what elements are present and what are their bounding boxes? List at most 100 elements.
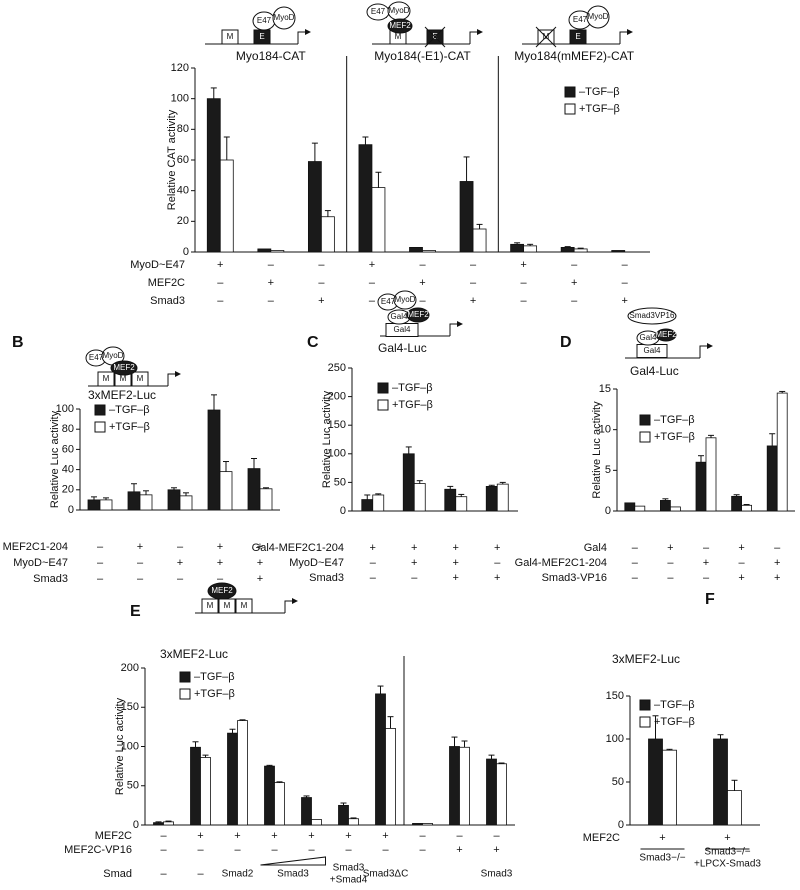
y-tick-label: 0 xyxy=(133,819,139,831)
row-value: – xyxy=(369,295,376,307)
bar xyxy=(190,746,201,826)
y-tick-label: 100 xyxy=(56,403,74,415)
row-value: + xyxy=(257,557,263,569)
row-value: + xyxy=(659,832,665,844)
bar xyxy=(153,822,164,826)
bar xyxy=(624,502,636,512)
row-value: – xyxy=(703,572,710,584)
y-tick-label: 40 xyxy=(177,185,189,197)
bar xyxy=(444,488,457,512)
diagram-label: E47 xyxy=(573,15,588,24)
bar xyxy=(301,797,312,826)
row-value: + xyxy=(177,557,183,569)
bar xyxy=(348,818,359,826)
row-value: – xyxy=(571,259,578,271)
bar xyxy=(660,500,671,512)
legend-label: –TGF–β xyxy=(654,414,695,426)
y-tick-label: 80 xyxy=(177,123,189,135)
y-tick-label: 100 xyxy=(121,740,139,752)
chart-title: Gal4-Luc xyxy=(378,341,427,355)
row-value: + xyxy=(369,259,375,271)
legend-swatch xyxy=(639,414,651,426)
bar xyxy=(422,250,436,253)
diagram-label: MyoD xyxy=(389,6,410,15)
bar xyxy=(259,488,273,511)
bar xyxy=(375,693,386,826)
bar xyxy=(412,823,423,826)
panel-letter: E xyxy=(130,603,141,620)
chart-title: 3xMEF2-Luc xyxy=(612,652,680,666)
chart-title: Gal4-Luc xyxy=(630,364,679,378)
y-tick-label: 0 xyxy=(340,505,346,517)
row-value: + xyxy=(197,830,203,842)
bar xyxy=(485,486,498,512)
row-value: + xyxy=(738,542,744,554)
bar xyxy=(257,248,272,253)
y-axis-label: Relative Luc activity xyxy=(321,390,333,488)
row-value: Smad2 xyxy=(222,869,254,880)
row-value: + xyxy=(774,557,780,569)
panel-letter: B xyxy=(12,334,24,351)
row-value: – xyxy=(97,557,104,569)
row-label: Smad3-VP16 xyxy=(542,572,607,584)
row-value: + xyxy=(738,572,744,584)
bar xyxy=(264,765,275,826)
legend-label: +TGF–β xyxy=(654,716,695,728)
bar xyxy=(307,161,322,253)
y-tick-label: 100 xyxy=(171,93,189,105)
range-label: Smad3 xyxy=(277,869,309,880)
bar xyxy=(472,228,487,253)
diagram-label: M xyxy=(224,601,231,610)
row-value: – xyxy=(494,557,501,569)
diagram-label: MyoD xyxy=(588,12,609,21)
legend-label: –TGF–β xyxy=(194,671,235,683)
y-tick-label: 200 xyxy=(121,662,139,674)
promoter-arrow xyxy=(167,371,181,386)
row-value: – xyxy=(197,844,204,856)
row-value: – xyxy=(419,259,426,271)
row-value: + xyxy=(494,542,500,554)
dose-triangle xyxy=(260,856,326,866)
row-value: – xyxy=(419,844,426,856)
row-value: – xyxy=(345,844,352,856)
row-value: + xyxy=(411,542,417,554)
legend-swatch xyxy=(564,86,576,98)
diagram-protein xyxy=(207,582,237,600)
row-value: – xyxy=(137,557,144,569)
row-value: – xyxy=(622,259,629,271)
bar xyxy=(163,821,174,826)
row-value: + xyxy=(667,542,673,554)
y-tick-label: 0 xyxy=(605,505,611,517)
bar xyxy=(648,738,663,826)
y-tick-label: 60 xyxy=(62,443,74,455)
row-label: Gal4 xyxy=(584,542,607,554)
diagram-label: M xyxy=(120,374,127,383)
diagram-label: M xyxy=(241,601,248,610)
legend-swatch xyxy=(639,431,651,443)
legend-swatch xyxy=(377,382,389,394)
diagram-label: MyoD xyxy=(103,351,124,360)
bar xyxy=(455,496,468,512)
row-value: + xyxy=(494,572,500,584)
row-value: + xyxy=(308,830,314,842)
bar xyxy=(486,758,497,826)
panel-letter: F xyxy=(705,591,715,608)
diagram-protein xyxy=(627,307,677,325)
row-label: MEF2C xyxy=(95,830,132,842)
diagram-label: Gal4 xyxy=(644,346,661,355)
diagram-protein xyxy=(586,5,610,29)
row-value: – xyxy=(97,573,104,585)
bar xyxy=(409,246,423,253)
y-tick-label: 150 xyxy=(121,701,139,713)
diagram-label: MEF2 xyxy=(113,363,135,372)
diagram-label: M xyxy=(137,374,144,383)
row-value: – xyxy=(774,542,781,554)
row-value: + xyxy=(257,573,263,585)
y-tick-label: 50 xyxy=(612,776,624,788)
diagram-protein xyxy=(393,290,417,310)
legend-label: +TGF–β xyxy=(109,421,150,433)
bar xyxy=(449,746,460,826)
y-tick-label: 100 xyxy=(606,733,624,745)
row-label: MyoD~E47 xyxy=(130,259,185,271)
y-tick-label: 50 xyxy=(127,780,139,792)
